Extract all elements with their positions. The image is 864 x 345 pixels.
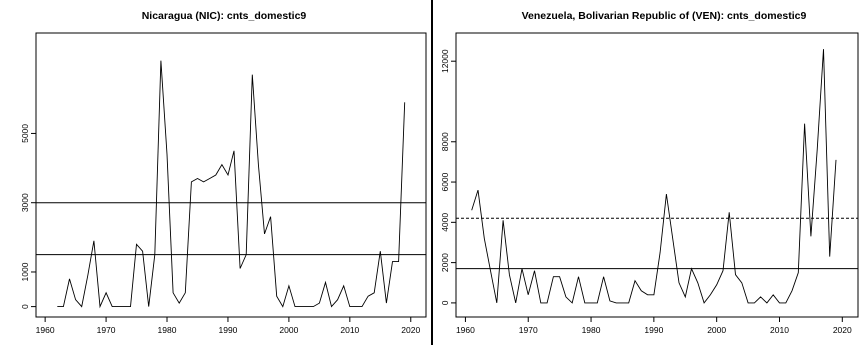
x-tick-label: 1960	[456, 325, 475, 335]
x-tick-label: 1990	[218, 325, 237, 335]
plot-frame	[455, 32, 859, 318]
plot-frame	[35, 32, 427, 318]
y-tick-label: 0	[440, 300, 450, 305]
y-tick-label: 8000	[440, 132, 450, 151]
y-tick-label: 4000	[440, 213, 450, 232]
panel-divider	[431, 0, 433, 345]
series-line	[57, 60, 406, 309]
y-tick-label: 5000	[20, 124, 30, 143]
x-tick-label: 2010	[340, 325, 359, 335]
x-tick-label: 2000	[707, 325, 726, 335]
x-tick-label: 1980	[582, 325, 601, 335]
x-tick-label: 1960	[36, 325, 55, 335]
chart-title: Venezuela, Bolivarian Republic of (VEN):…	[522, 10, 807, 22]
y-tick-label: 1000	[20, 262, 30, 281]
x-tick-label: 1970	[519, 325, 538, 335]
y-tick-label: 2000	[440, 253, 450, 272]
x-tick-label: 2010	[770, 325, 789, 335]
x-tick-label: 1990	[644, 325, 663, 335]
x-tick-label: 1980	[158, 325, 177, 335]
y-tick-label: 6000	[440, 172, 450, 191]
x-tick-label: 2020	[833, 325, 852, 335]
chart-svg-venezuela: Venezuela, Bolivarian Republic of (VEN):…	[440, 10, 859, 335]
chart-panel-venezuela: Venezuela, Bolivarian Republic of (VEN):…	[432, 0, 864, 345]
x-tick-label: 2020	[401, 325, 420, 335]
plot-area: 1960 1970 1980 1990 2000 2010 2020 0 1000 3000 500…	[20, 32, 427, 335]
x-tick-label: 2000	[279, 325, 298, 335]
y-tick-label: 0	[20, 304, 30, 309]
chart-svg-nicaragua: Nicaragua (NIC): cnts_domestic9 1960 1970…	[20, 10, 427, 335]
y-tick-label: 12000	[440, 49, 450, 73]
chart-title: Nicaragua (NIC): cnts_domestic9	[142, 10, 307, 22]
series-line	[471, 49, 837, 304]
x-tick-label: 1970	[97, 325, 116, 335]
y-tick-label: 3000	[20, 193, 30, 212]
plot-area: 1960 1970 1980 1990 2000 2010 2020 0 2000 4000 600…	[440, 32, 859, 335]
chart-panel-nicaragua: Nicaragua (NIC): cnts_domestic9 1960 1970…	[20, 10, 427, 335]
